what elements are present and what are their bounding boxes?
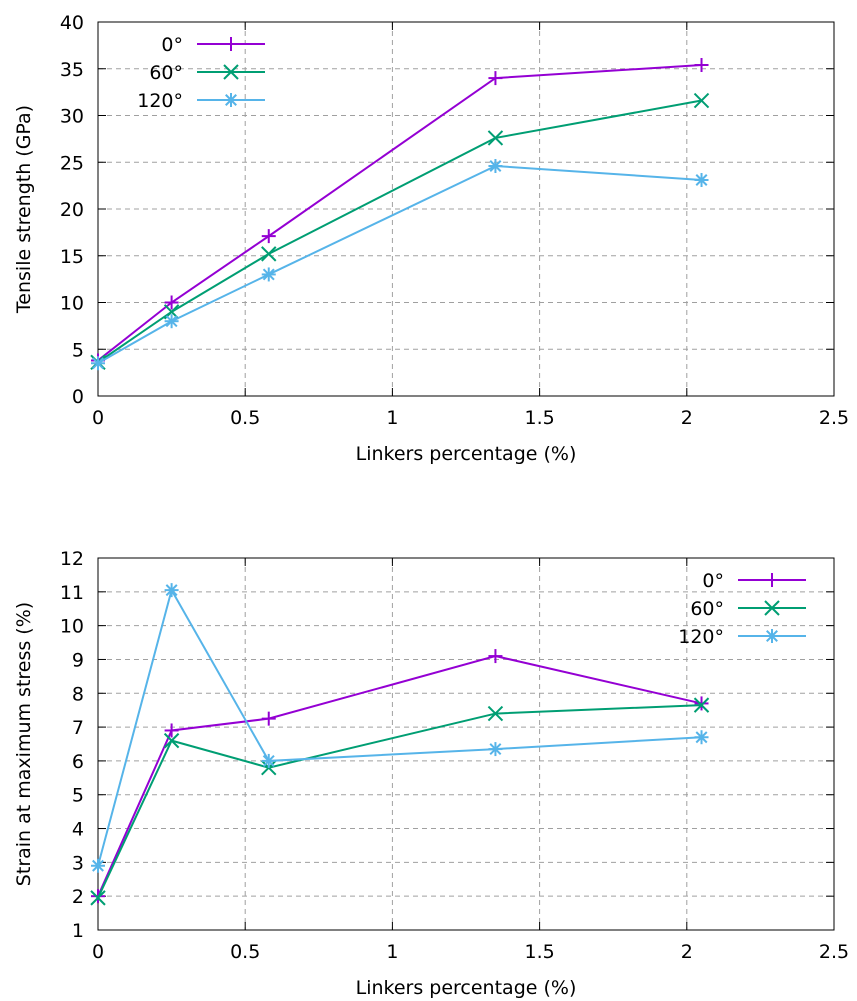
- y-tick-label: 35: [60, 59, 84, 81]
- legend-item: 0°: [161, 34, 265, 56]
- y-tick-label: 4: [72, 819, 84, 841]
- plot-frame: [97, 21, 835, 397]
- legend-marker: [764, 600, 780, 616]
- series-line: [97, 704, 702, 899]
- y-tick-label: 12: [60, 548, 84, 570]
- x-tick-label: 1: [386, 941, 398, 963]
- y-tick-label: 9: [72, 649, 84, 671]
- y-tick-label: 20: [60, 199, 84, 221]
- data-point: [487, 130, 504, 146]
- data-point: [693, 697, 710, 713]
- tensile-strength-chart: 0 0.5 1 1.5 2 2.5 0 5 10 15 20 25 30 35 40 Linkers perc…: [13, 12, 849, 465]
- legend-label: 60°: [149, 62, 183, 84]
- legend-label: 120°: [678, 626, 724, 648]
- series-line: [97, 164, 702, 365]
- y-tick-label: 15: [60, 246, 84, 268]
- data-point: [488, 649, 503, 664]
- y-tick-label: 5: [72, 339, 84, 361]
- data-point: [261, 711, 276, 726]
- data-point: [91, 858, 105, 873]
- legend-item: 60°: [690, 598, 806, 620]
- series-line: [97, 655, 702, 897]
- series-cross: [90, 92, 710, 371]
- y-axis-label: Strain at maximum stress (%): [13, 602, 35, 886]
- x-tick-label: 0: [92, 941, 104, 963]
- data-point: [694, 58, 709, 73]
- y-tick-label: 10: [60, 293, 84, 315]
- data-point: [694, 730, 709, 745]
- x-tick-label: 1.5: [524, 941, 554, 963]
- legend-label: 120°: [137, 90, 183, 112]
- x-tick-label: 2: [681, 941, 693, 963]
- y-tick-label: 1: [72, 920, 84, 942]
- data-point: [488, 71, 503, 86]
- data-point: [693, 92, 710, 109]
- data-point: [164, 723, 179, 738]
- x-axis-label: Linkers percentage (%): [356, 443, 577, 465]
- x-tick-label: 2.5: [819, 941, 849, 963]
- legend-label: 0°: [702, 570, 724, 592]
- y-tick-label: 2: [72, 886, 84, 908]
- legend-label: 60°: [690, 598, 724, 620]
- data-point: [488, 742, 503, 757]
- grid-lines: [98, 558, 834, 930]
- data-point: [694, 173, 709, 188]
- data-point: [164, 295, 179, 310]
- x-tick-label: 1.5: [524, 407, 554, 429]
- y-tick-label: 40: [60, 12, 84, 34]
- y-tick-label: 6: [72, 751, 84, 773]
- legend-label: 0°: [161, 34, 183, 56]
- data-point: [163, 732, 180, 749]
- data-point: [261, 267, 276, 282]
- data-point: [164, 314, 179, 329]
- x-tick-label: 0.5: [230, 941, 260, 963]
- data-point: [694, 696, 709, 711]
- y-tick-label: 30: [60, 106, 84, 128]
- x-tick-label: 0.5: [230, 407, 260, 429]
- legend-item: 120°: [137, 90, 265, 112]
- legend-item: 120°: [678, 626, 806, 648]
- x-axis-label: Linkers percentage (%): [356, 977, 577, 999]
- data-point: [487, 705, 504, 722]
- series-star: [91, 583, 709, 873]
- x-tick-label: 2.5: [819, 407, 849, 429]
- plot-frame: [97, 557, 835, 931]
- data-point: [261, 246, 277, 262]
- y-axis-label: Tensile strength (GPa): [13, 105, 35, 314]
- x-tick-label: 1: [386, 407, 398, 429]
- y-tick-label: 11: [60, 582, 84, 604]
- legend-marker: [765, 573, 779, 587]
- grid-lines: [98, 22, 834, 396]
- legend-marker: [224, 93, 238, 107]
- legend-item: 0°: [702, 570, 806, 592]
- y-tick-label: 8: [72, 683, 84, 705]
- axis-ticks: 0 0.5 1 1.5 2 2.5 0 5 10 15 20 25 30 35 40: [60, 12, 849, 429]
- legend: 0° 60° 120°: [137, 34, 265, 112]
- data-point: [90, 890, 106, 906]
- legend-marker: [224, 37, 238, 51]
- y-tick-label: 3: [72, 852, 84, 874]
- y-tick-label: 0: [72, 386, 84, 408]
- series-plus: [91, 649, 709, 904]
- y-tick-label: 7: [72, 717, 84, 739]
- data-point: [261, 229, 276, 244]
- legend-marker: [223, 64, 239, 80]
- legend-item: 60°: [149, 62, 265, 84]
- y-tick-label: 5: [72, 785, 84, 807]
- y-tick-label: 10: [60, 616, 84, 638]
- y-tick-label: 25: [60, 152, 84, 174]
- data-point: [261, 753, 276, 768]
- legend: 0° 60° 120°: [678, 570, 806, 648]
- data-point: [488, 158, 503, 173]
- data-point: [91, 356, 105, 371]
- data-point: [164, 583, 179, 598]
- x-tick-label: 2: [681, 407, 693, 429]
- legend-marker: [765, 629, 779, 643]
- x-tick-label: 0: [92, 407, 104, 429]
- series-star: [91, 158, 709, 371]
- series-line: [97, 99, 702, 364]
